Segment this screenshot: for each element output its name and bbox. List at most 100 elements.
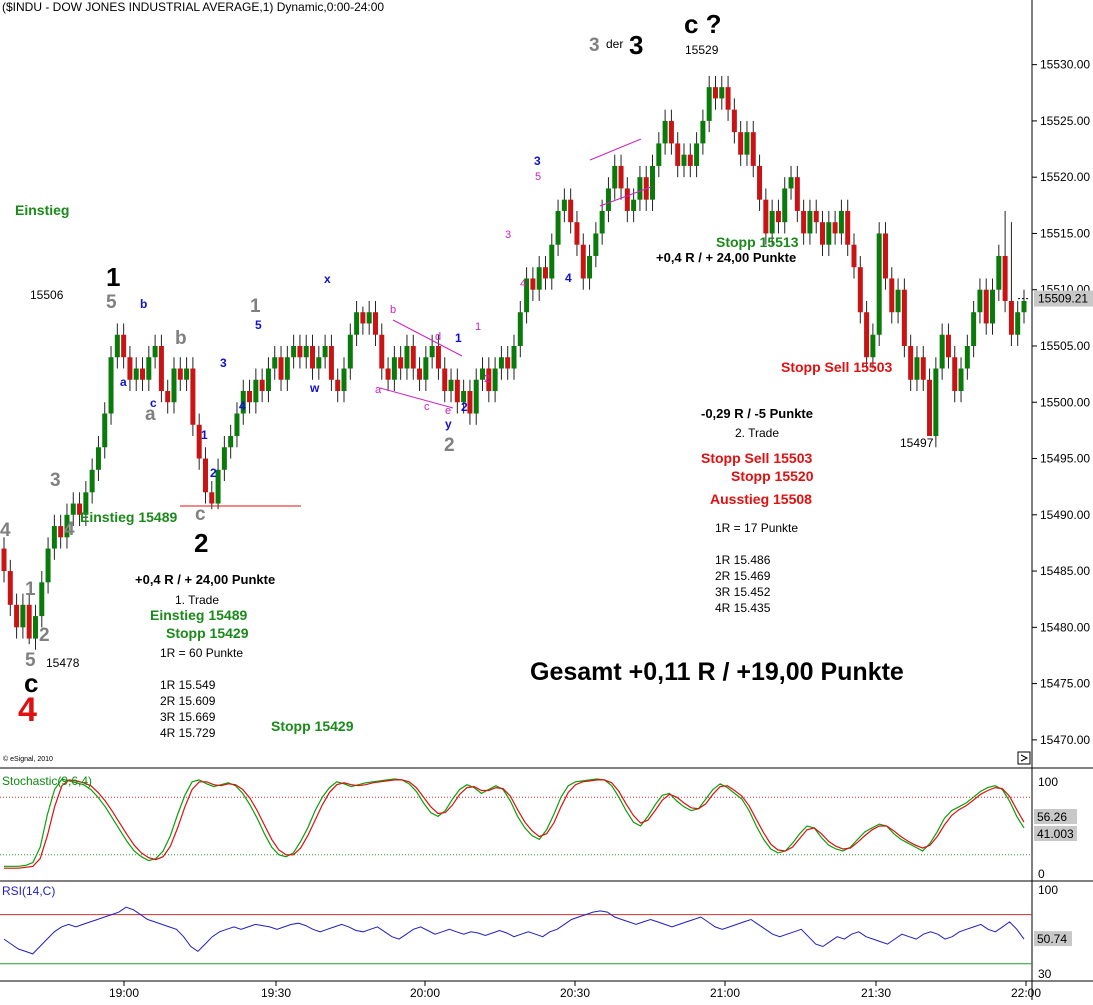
candle-body (511, 345, 517, 369)
candle (889, 267, 895, 324)
time-axis: 19:00 19:30 20:00 20:30 21:00 21:30 22:00 (109, 981, 1041, 1000)
rsi-label: RSI(14,C) (2, 884, 56, 898)
gesamt-summary: Gesamt +0,11 R / +19,00 Punkte (530, 658, 904, 686)
candle-body (95, 447, 101, 470)
trade1-stopp-2: Stopp 15429 (271, 718, 354, 734)
candle (492, 357, 498, 403)
candle (158, 334, 164, 403)
candle (719, 75, 725, 110)
candle (391, 345, 397, 391)
label-15497: 15497 (900, 436, 934, 450)
candle-body (561, 199, 567, 211)
candle (782, 177, 788, 234)
trade1-stopp: Stopp 15429 (166, 625, 249, 641)
price-tick-label: 15530.00 (1040, 58, 1090, 72)
candle-body (114, 334, 120, 358)
candle (7, 559, 13, 617)
gray-1-left: 1 (25, 579, 36, 600)
candle (927, 368, 933, 437)
price-tick-label: 15525.00 (1040, 114, 1090, 128)
candle-body (221, 447, 227, 470)
candle-body (417, 368, 423, 380)
candle (864, 300, 870, 369)
candle (807, 199, 813, 245)
candle-body (152, 345, 158, 358)
candle-body (14, 604, 20, 628)
candle-body (971, 312, 977, 346)
candle-body (568, 199, 574, 223)
candle-body (542, 267, 548, 279)
candle-body (429, 345, 435, 358)
last-price-box (1034, 290, 1093, 307)
candle-body (196, 424, 202, 459)
candle (908, 334, 914, 391)
trade2-stopp-green: Stopp 15513 (716, 234, 799, 250)
trade2-stopp-sell-2: Stopp Sell 15503 (701, 450, 813, 466)
trade1-level-4: 4R 15.729 (160, 726, 216, 740)
time-tick-label: 22:00 (1011, 986, 1041, 1000)
candle (310, 334, 316, 380)
price-tick-label: 15480.00 (1040, 620, 1090, 634)
pink-3: 3 (505, 229, 512, 241)
candle-body (303, 345, 309, 358)
candle-body (354, 312, 360, 335)
stoch-k-box (1034, 809, 1077, 824)
copyright: © eSignal, 2010 (3, 756, 53, 763)
stoch-label: Stochastic(9,6,4) (2, 774, 93, 788)
candle (14, 593, 20, 639)
candle-body (706, 87, 712, 121)
candle-body (177, 368, 183, 380)
candle (26, 593, 32, 645)
candle (542, 255, 548, 290)
candle-body (517, 312, 523, 346)
time-tick-label: 19:30 (261, 986, 291, 1000)
candle-body (977, 289, 983, 313)
candle-body (826, 222, 832, 245)
label-15506: 15506 (30, 288, 64, 302)
gray-4-left: 4 (0, 520, 11, 541)
time-tick-label: 20:00 (410, 986, 440, 1000)
candle (952, 345, 958, 403)
candle-body (7, 571, 13, 605)
blue-c: c (150, 396, 157, 410)
trade2-stopp: Stopp 15520 (731, 468, 814, 484)
candle (410, 334, 416, 380)
trade1-level-2: 2R 15.609 (160, 694, 216, 708)
candle-body (700, 120, 706, 144)
candle (694, 132, 700, 178)
price-tick-label: 15505.00 (1040, 339, 1090, 353)
candle (316, 345, 322, 380)
candle (228, 424, 234, 459)
candle (221, 436, 227, 482)
candle-body (404, 345, 410, 369)
candle-body (265, 368, 271, 391)
candle (190, 357, 196, 437)
candle-body (851, 244, 857, 268)
candle-body (89, 469, 95, 493)
candle-body (933, 368, 939, 437)
candle (788, 165, 794, 200)
price-tick-label: 15500.00 (1040, 395, 1090, 409)
candle-body (857, 267, 863, 313)
candle-body (807, 210, 813, 234)
price-tick-label: 15520.00 (1040, 170, 1090, 184)
candle (971, 300, 977, 358)
candle-body (341, 368, 347, 391)
candle (870, 323, 876, 369)
candle-body (366, 312, 372, 324)
candle (442, 357, 448, 403)
candle-body (284, 357, 290, 380)
candle (89, 458, 95, 504)
candle (536, 255, 542, 301)
candle-body (435, 345, 441, 369)
candle-body (908, 345, 914, 380)
candle-body (215, 469, 221, 504)
trade1-r: 1R = 60 Punkte (160, 646, 244, 660)
price-tick-label: 15475.00 (1040, 677, 1090, 691)
candle (272, 345, 278, 380)
triangle-lower-line (379, 387, 454, 409)
candle (177, 357, 183, 391)
candle-body (712, 87, 718, 99)
candle (775, 199, 781, 234)
candle (882, 222, 888, 290)
